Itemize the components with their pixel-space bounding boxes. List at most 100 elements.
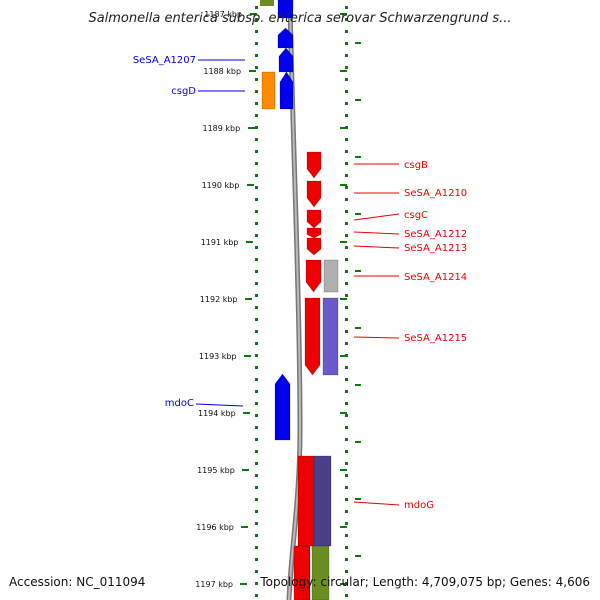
grid-dot	[345, 534, 348, 537]
grid-dot	[255, 378, 258, 381]
feature-mdoc	[274, 373, 291, 441]
axis-tick-mark-right	[340, 127, 347, 129]
leader-mdog	[353, 501, 400, 506]
grid-dot	[255, 474, 258, 477]
grid-dot	[255, 282, 258, 285]
grid-dot	[345, 6, 348, 9]
axis-minor-mark	[355, 270, 361, 272]
grid-dot	[255, 114, 258, 117]
grid-dot	[345, 402, 348, 405]
axis-tick-mark	[243, 412, 250, 414]
label-sesa-a1210: SeSA_A1210	[404, 188, 467, 199]
grid-dot	[345, 306, 348, 309]
feature-sesa-a1213	[306, 237, 322, 256]
axis-tick-label: 1196 kbp	[196, 523, 234, 532]
grid-dot	[255, 486, 258, 489]
feature-sesa-a1214-red	[305, 259, 322, 293]
axis-tick-mark-right	[340, 526, 347, 528]
feature-sesa-a1212	[306, 227, 322, 239]
feature-sesa-a1210	[306, 180, 322, 208]
grid-dot	[345, 234, 348, 237]
grid-dot	[345, 282, 348, 285]
grid-dot	[255, 534, 258, 537]
grid-dot	[255, 582, 258, 585]
feature-bottom-olive	[311, 545, 330, 600]
grid-dot	[255, 6, 258, 9]
grid-dot	[345, 258, 348, 261]
accession-text: Accession: NC_011094	[9, 575, 146, 589]
grid-dot	[345, 114, 348, 117]
grid-dot	[345, 510, 348, 513]
grid-dot	[255, 522, 258, 525]
label-csgb: csgB	[404, 160, 428, 171]
axis-tick-mark	[244, 355, 251, 357]
axis-tick-label: 1187 kbp	[204, 10, 242, 19]
grid-dot	[255, 222, 258, 225]
label-csgd: csgD	[171, 86, 196, 97]
grid-dot	[345, 330, 348, 333]
axis-tick-label: 1188 kbp	[203, 67, 241, 76]
grid-dot	[345, 426, 348, 429]
label-csgc: csgC	[404, 210, 428, 221]
grid-dot	[345, 498, 348, 501]
grid-dot	[345, 102, 348, 105]
axis-tick-mark	[240, 583, 247, 585]
topology-summary: Topology: circular; Length: 4,709,075 bp…	[260, 575, 590, 589]
grid-dot	[345, 546, 348, 549]
axis-minor-mark	[355, 555, 361, 557]
grid-dot	[345, 198, 348, 201]
axis-tick-label: 1190 kbp	[202, 181, 240, 190]
axis-minor-mark	[355, 498, 361, 500]
grid-dot	[345, 390, 348, 393]
grid-dot	[255, 450, 258, 453]
grid-dot	[345, 294, 348, 297]
axis-tick-mark-right	[340, 13, 347, 15]
grid-dot	[345, 438, 348, 441]
axis-tick-mark	[248, 127, 255, 129]
grid-dot	[255, 270, 258, 273]
axis-tick-mark-right	[340, 412, 347, 414]
grid-dot	[345, 342, 348, 345]
grid-dot	[255, 186, 258, 189]
axis-tick-label: 1194 kbp	[198, 409, 236, 418]
axis-tick-label: 1197 kbp	[195, 580, 233, 589]
grid-dot	[255, 558, 258, 561]
grid-dot	[255, 330, 258, 333]
grid-dot	[255, 354, 258, 357]
grid-dot	[255, 138, 258, 141]
feature-top-blue	[277, 0, 294, 19]
grid-dot	[255, 66, 258, 69]
grid-dot	[345, 462, 348, 465]
grid-dot	[345, 18, 348, 21]
grid-dot	[345, 558, 348, 561]
label-sesa-a1207: SeSA_A1207	[133, 55, 196, 66]
axis-minor-mark	[355, 156, 361, 158]
grid-dot	[345, 378, 348, 381]
grid-dot	[255, 30, 258, 33]
axis-tick-mark	[249, 70, 256, 72]
grid-dot	[255, 54, 258, 57]
grid-dot	[255, 258, 258, 261]
axis-tick-mark	[241, 526, 248, 528]
leader-sesa-a1212	[353, 231, 400, 235]
axis-tick-mark	[250, 13, 257, 15]
grid-dot	[345, 78, 348, 81]
axis-minor-mark	[355, 327, 361, 329]
grid-dot	[255, 570, 258, 573]
feature-sesa-a1215-red	[304, 297, 321, 376]
grid-dot	[255, 42, 258, 45]
grid-dot	[345, 42, 348, 45]
grid-dot	[255, 198, 258, 201]
feature-csgb	[306, 151, 322, 179]
feature-olive-top	[260, 0, 274, 6]
axis-tick-mark	[247, 184, 254, 186]
grid-dot	[255, 234, 258, 237]
grid-dot	[345, 486, 348, 489]
axis-tick-mark-right	[340, 241, 347, 243]
grid-dot	[345, 150, 348, 153]
grid-dot	[345, 186, 348, 189]
axis-tick-mark	[246, 241, 253, 243]
feature-blue-1	[277, 27, 294, 49]
